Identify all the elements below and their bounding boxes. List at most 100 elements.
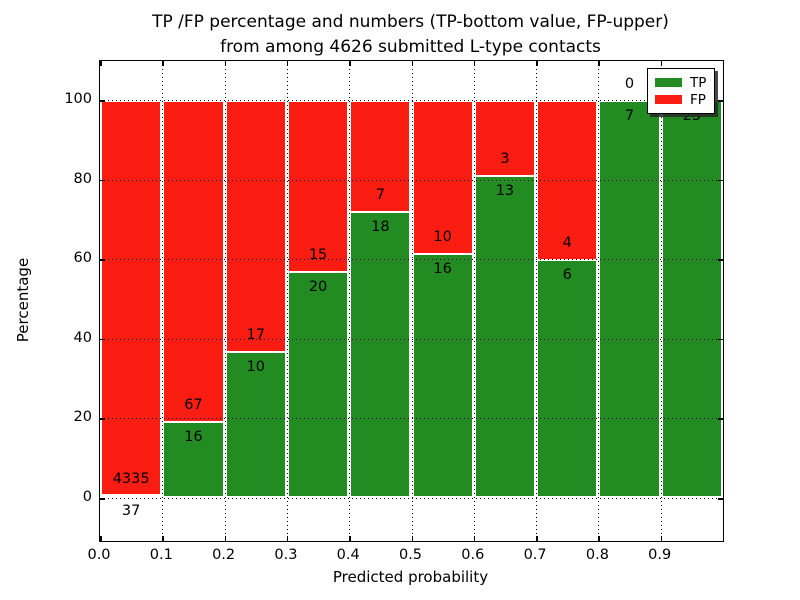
x-tick-label: 0.1	[149, 547, 173, 563]
tp-segment	[349, 211, 412, 498]
y-tick-label: 60	[73, 250, 92, 267]
x-tick-mark	[598, 536, 600, 541]
plot-area: 4335 37 67 16 17 10 15 20 7 18 10 16 3 13 4 6 0 7 23	[99, 60, 724, 542]
fp-swatch-icon	[655, 95, 682, 104]
fp-segment	[224, 100, 287, 351]
fp-count-label: 4335	[112, 470, 150, 487]
x-tick-mark	[349, 61, 351, 66]
tp-count-label: 16	[433, 261, 452, 278]
tp-segment	[286, 270, 350, 498]
tp-segment	[598, 100, 661, 498]
y-tick-mark	[718, 100, 723, 102]
fp-segment	[100, 100, 163, 495]
tp-count-label: 16	[184, 429, 203, 446]
y-tick-mark	[100, 338, 105, 341]
x-tick-mark	[224, 61, 227, 66]
y-tick-label: 0	[82, 489, 92, 505]
x-tick-mark	[473, 61, 476, 66]
fp-count-label: 7	[375, 187, 385, 204]
x-tick-label: 0.9	[648, 547, 672, 563]
y-tick-mark	[100, 179, 105, 182]
fp-segment	[473, 100, 537, 175]
x-tick-mark	[100, 61, 102, 66]
legend-item-tp: TP	[655, 74, 707, 91]
stacked-bar	[286, 100, 350, 498]
y-tick-mark	[100, 418, 105, 420]
y-tick-label: 80	[73, 170, 92, 187]
x-tick-mark	[162, 536, 164, 541]
stacked-bar	[100, 100, 163, 498]
y-tick-label: 100	[64, 91, 92, 107]
tp-segment	[411, 253, 474, 498]
y-tick-mark	[718, 498, 723, 500]
tp-segment	[660, 100, 723, 498]
x-tick-label: 0.8	[585, 547, 609, 563]
tp-count-label: 6	[562, 267, 572, 284]
stacked-bar	[598, 100, 661, 498]
x-tick-label: 0.7	[523, 547, 547, 563]
x-tick-mark	[286, 61, 289, 66]
x-tick-mark	[660, 61, 663, 66]
x-tick-label: 0.2	[212, 547, 236, 563]
legend-item-fp: FP	[655, 91, 707, 108]
x-axis-label: Predicted probability	[332, 568, 489, 586]
y-tick-mark	[718, 418, 723, 420]
tp-count-label: 18	[371, 219, 390, 236]
x-tick-mark	[536, 61, 538, 66]
h-gridline	[100, 498, 723, 499]
tp-count-label: 13	[495, 182, 515, 199]
x-tick-label: 0.5	[398, 547, 423, 563]
tp-count-label: 20	[308, 278, 328, 295]
stacked-bar	[411, 100, 474, 498]
x-tick-mark	[286, 536, 289, 541]
y-tick-mark	[100, 498, 105, 500]
fp-count-label: 67	[184, 397, 203, 414]
x-tick-mark	[411, 61, 413, 66]
stacked-bar	[224, 100, 287, 498]
x-tick-label: 0.3	[274, 547, 298, 563]
fp-count-label: 0	[624, 76, 635, 92]
y-tick-label: 20	[73, 409, 92, 426]
y-tick-mark	[718, 259, 723, 261]
tp-count-label: 7	[624, 108, 635, 124]
tp-segment	[162, 421, 225, 498]
x-tick-label: 0.4	[336, 547, 360, 563]
fp-segment	[162, 100, 225, 422]
x-tick-mark	[660, 536, 663, 541]
y-tick-mark	[718, 338, 723, 341]
x-tick-mark	[349, 536, 351, 541]
fp-count-label: 15	[308, 246, 328, 263]
x-tick-mark	[536, 536, 538, 541]
fp-segment	[286, 100, 350, 271]
x-tick-mark	[162, 61, 164, 66]
tp-segment	[224, 350, 287, 498]
x-tick-label: 0.0	[87, 547, 111, 563]
x-tick-label: 0.6	[461, 547, 485, 563]
fp-count-label: 10	[433, 229, 452, 246]
y-tick-mark	[100, 259, 105, 261]
stacked-bar	[660, 100, 723, 498]
fp-count-label: 3	[500, 150, 510, 167]
chart-title-line1: TP /FP percentage and numbers (TP-bottom…	[152, 12, 669, 32]
x-tick-mark	[224, 536, 227, 541]
tp-count-label: 37	[121, 502, 141, 519]
y-tick-mark	[718, 179, 723, 182]
x-tick-mark	[598, 61, 600, 66]
tp-segment	[536, 259, 599, 498]
chart-title: TP /FP percentage and numbers (TP-bottom…	[99, 10, 722, 60]
tp-count-label: 10	[246, 358, 265, 375]
legend-label-tp: TP	[690, 74, 707, 91]
x-tick-mark	[100, 536, 102, 541]
legend-label-fp: FP	[690, 91, 706, 108]
stacked-bar	[162, 100, 225, 498]
x-tick-mark	[473, 536, 476, 541]
x-tick-mark	[411, 536, 413, 541]
y-tick-label: 40	[73, 329, 92, 346]
fp-segment	[349, 100, 412, 212]
stacked-bar	[349, 100, 412, 498]
fp-count-label: 4	[562, 235, 572, 252]
tp-segment	[473, 174, 537, 498]
legend: TP FP	[647, 68, 715, 114]
y-tick-mark	[100, 100, 105, 102]
